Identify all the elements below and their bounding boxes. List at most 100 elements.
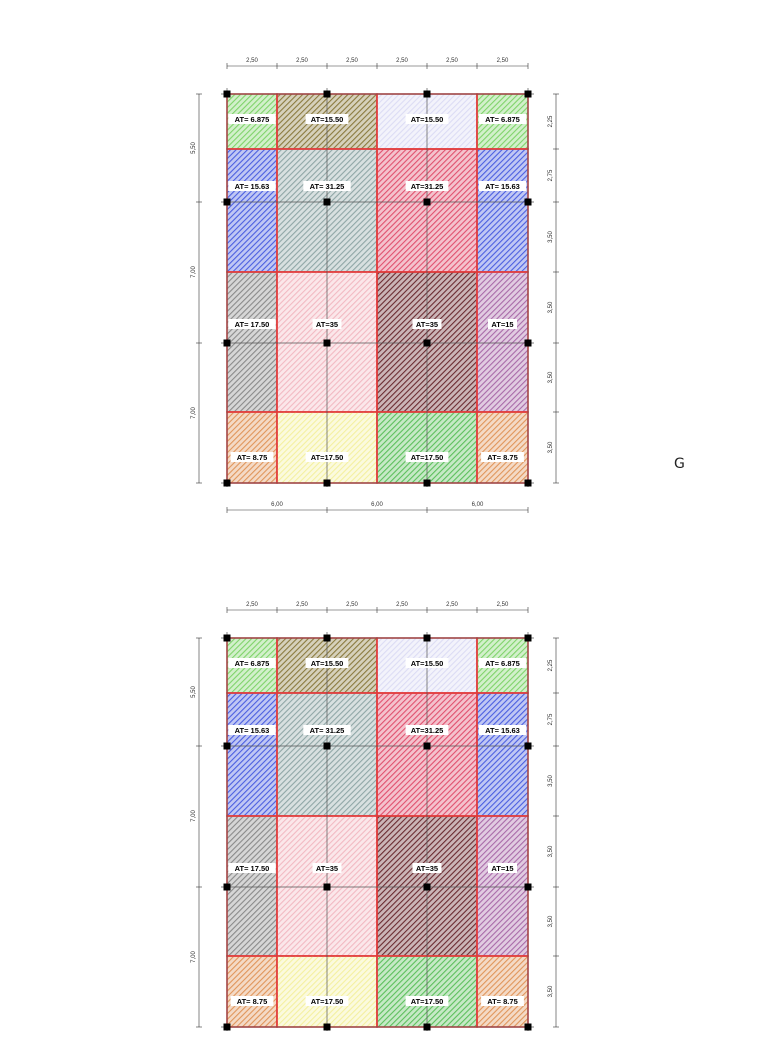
- area-label: AT= 17.50: [235, 320, 270, 329]
- area-label: AT= 15.63: [235, 182, 270, 191]
- area-label-bg: [481, 996, 524, 1006]
- area-label: AT=15.50: [311, 115, 344, 124]
- right-dimension-label: 3,50: [548, 301, 554, 313]
- left-dimension-label: 7,00: [191, 266, 197, 278]
- area-label-bg: [405, 452, 449, 462]
- column-node: [223, 883, 231, 891]
- column-node: [323, 1023, 331, 1031]
- area-label: AT= 6.875: [485, 115, 520, 124]
- plan-svg-top: AT= 6.875 AT=15.50 AT=15.50 AT= 6.875 AT= 15…: [191, 58, 559, 513]
- column-node: [423, 198, 431, 206]
- right-dimension-label: 3,50: [548, 231, 554, 243]
- right-dimension-label: 2,75: [548, 169, 554, 181]
- left-dimension-label: 7,00: [191, 951, 197, 963]
- tributary-area: [226, 692, 278, 817]
- column-node: [524, 339, 532, 347]
- column-node: [524, 198, 532, 206]
- column-node: [323, 742, 331, 750]
- area-label: AT=15.50: [411, 659, 444, 668]
- column-node: [223, 634, 231, 642]
- column-node: [423, 339, 431, 347]
- area-label: AT= 31.25: [310, 182, 345, 191]
- area-label-bg: [228, 658, 276, 668]
- column-node: [223, 90, 231, 98]
- area-label: AT=31.25: [411, 726, 444, 735]
- column-node: [223, 339, 231, 347]
- area-label: AT= 8.75: [487, 453, 518, 462]
- tributary-area: [226, 148, 278, 273]
- bottom-dimension-label: 6,00: [371, 502, 383, 508]
- area-label-bg: [488, 319, 517, 329]
- top-dimension-label: 2,50: [296, 58, 308, 64]
- top-dimension-label: 2,50: [246, 602, 258, 608]
- tributary-area: [476, 955, 529, 1028]
- bottom-dimension-label: 6,00: [271, 502, 283, 508]
- area-label-bg: [405, 725, 449, 735]
- column-node: [223, 198, 231, 206]
- area-label: AT=15: [491, 320, 513, 329]
- area-label-bg: [312, 863, 342, 873]
- area-label-bg: [312, 319, 342, 329]
- area-label-bg: [305, 452, 349, 462]
- column-node: [223, 479, 231, 487]
- column-node: [524, 883, 532, 891]
- area-label: AT= 8.75: [237, 997, 268, 1006]
- area-label-bg: [230, 996, 274, 1006]
- area-label-bg: [228, 181, 276, 191]
- area-label: AT= 15.63: [235, 726, 270, 735]
- tributary-area: [226, 955, 278, 1028]
- column-node: [323, 339, 331, 347]
- area-label-bg: [405, 114, 449, 124]
- area-label: AT= 6.875: [485, 659, 520, 668]
- top-dimension-label: 2,50: [296, 602, 308, 608]
- tributary-area: [226, 271, 278, 413]
- top-dimension-label: 2,50: [396, 602, 408, 608]
- area-label: AT=17.50: [411, 997, 444, 1006]
- g-label: G: [674, 456, 685, 472]
- tributary-area: [226, 815, 278, 957]
- area-label-bg: [481, 452, 524, 462]
- area-label: AT=31.25: [411, 182, 444, 191]
- area-label-bg: [303, 181, 351, 191]
- tributary-area: [476, 692, 529, 817]
- column-node: [223, 1023, 231, 1031]
- column-node: [423, 90, 431, 98]
- tributary-area: [476, 148, 529, 273]
- area-label-bg: [412, 319, 442, 329]
- area-label-bg: [230, 452, 274, 462]
- area-label: AT=17.50: [411, 453, 444, 462]
- top-dimension-label: 2,50: [497, 58, 509, 64]
- top-dimension-label: 2,50: [246, 58, 258, 64]
- column-node: [323, 90, 331, 98]
- bottom-dimension-label: 6,00: [472, 502, 484, 508]
- column-node: [323, 883, 331, 891]
- column-node: [524, 1023, 532, 1031]
- area-label: AT= 8.75: [237, 453, 268, 462]
- left-dimension-label: 7,00: [191, 810, 197, 822]
- tributary-area: [476, 411, 529, 484]
- left-dimension-label: 5,50: [191, 142, 197, 154]
- top-dimension-label: 2,50: [396, 58, 408, 64]
- area-label: AT=35: [316, 320, 338, 329]
- area-label: AT= 6.875: [235, 659, 270, 668]
- area-label: AT=35: [416, 864, 438, 873]
- area-label: AT=15.50: [411, 115, 444, 124]
- column-node: [323, 634, 331, 642]
- top-dimension-label: 2,50: [346, 58, 358, 64]
- area-label-bg: [405, 658, 449, 668]
- column-node: [323, 479, 331, 487]
- top-dimension-label: 2,50: [446, 58, 458, 64]
- area-label: AT= 8.75: [487, 997, 518, 1006]
- area-label-bg: [412, 863, 442, 873]
- area-label: AT= 17.50: [235, 864, 270, 873]
- area-label-bg: [478, 725, 527, 735]
- column-node: [524, 479, 532, 487]
- area-label: AT=35: [416, 320, 438, 329]
- framing-plan-bottom: AT= 6.875 AT=15.50 AT=15.50 AT= 6.875 AT= 15…: [0, 584, 768, 1064]
- column-node: [423, 742, 431, 750]
- right-dimension-label: 2,75: [548, 713, 554, 725]
- column-node: [524, 634, 532, 642]
- tributary-area: [476, 271, 529, 413]
- area-label-bg: [305, 996, 349, 1006]
- left-dimension-label: 5,50: [191, 686, 197, 698]
